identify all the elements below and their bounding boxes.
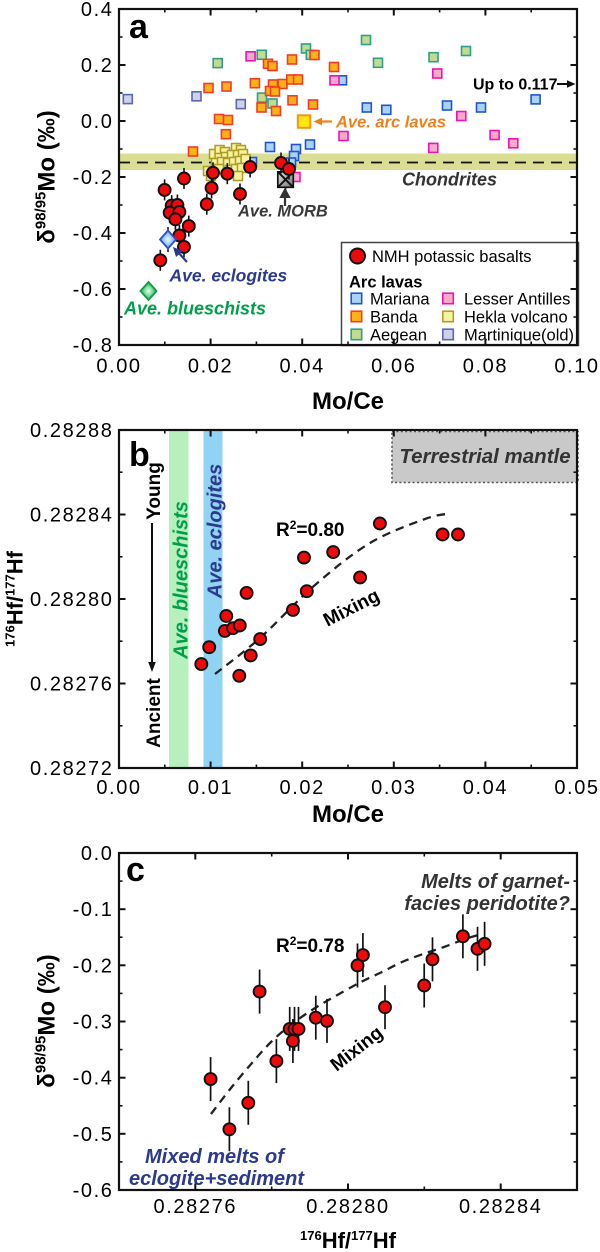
svg-text:Ancient: Ancient [144,677,165,747]
svg-text:a: a [129,8,149,46]
svg-text:Banda: Banda [370,309,419,327]
svg-text:0.06: 0.06 [371,356,416,378]
svg-text:Ave. eclogites: Ave. eclogites [169,266,288,286]
svg-text:Ave. arc lavas: Ave. arc lavas [335,114,446,132]
svg-text:R2=0.78: R2=0.78 [276,934,345,957]
svg-text:0.04: 0.04 [463,777,508,799]
svg-text:0.28288: 0.28288 [30,420,114,442]
svg-text:-0.4: -0.4 [73,1068,114,1090]
svg-text:Mariana: Mariana [370,291,430,309]
svg-text:-0.8: -0.8 [73,335,114,357]
svg-text:c: c [126,851,145,889]
svg-text:Chondrites: Chondrites [402,170,497,190]
svg-text:Terrestrial mantle: Terrestrial mantle [399,445,570,468]
svg-text:0.28280: 0.28280 [306,1196,390,1218]
svg-text:Mixed melts of: Mixed melts of [145,1146,286,1168]
svg-text:facies peridotite?: facies peridotite? [404,893,570,915]
svg-text:0.28280: 0.28280 [30,589,114,611]
svg-text:Lesser Antilles: Lesser Antilles [464,291,570,309]
svg-text:Mo/Ce: Mo/Ce [312,388,384,415]
svg-text:0.10: 0.10 [554,356,599,378]
svg-text:176Hf/177Hf: 176Hf/177Hf [3,550,28,647]
svg-text:-0.2: -0.2 [73,167,114,189]
svg-text:Young: Young [144,462,165,520]
svg-text:Hekla volcano: Hekla volcano [464,309,568,327]
svg-text:Ave. eclogites: Ave. eclogites [205,464,227,600]
svg-text:δ98/95Mo (‰): δ98/95Mo (‰) [33,110,61,243]
svg-text:0.0: 0.0 [81,843,114,865]
svg-text:Ave. MORB: Ave. MORB [237,203,328,221]
svg-text:Martinique(old): Martinique(old) [464,327,574,345]
svg-text:0.02: 0.02 [188,356,233,378]
svg-text:0.4: 0.4 [81,0,114,21]
svg-text:-0.6: -0.6 [73,279,114,301]
svg-text:0.08: 0.08 [463,356,508,378]
svg-text:176Hf/177Hf: 176Hf/177Hf [300,1228,397,1252]
svg-text:-0.4: -0.4 [73,223,114,245]
svg-text:0.00: 0.00 [96,356,141,378]
svg-text:0.01: 0.01 [188,777,233,799]
svg-text:0.02: 0.02 [280,777,325,799]
svg-text:0.28276: 0.28276 [154,1196,238,1218]
svg-text:0.2: 0.2 [81,55,114,77]
svg-text:0.0: 0.0 [81,111,114,133]
svg-text:NMH potassic basalts: NMH potassic basalts [372,248,532,266]
svg-text:0.05: 0.05 [554,777,599,799]
svg-text:R2=0.80: R2=0.80 [276,518,345,541]
svg-text:0.04: 0.04 [280,356,325,378]
svg-text:0.28276: 0.28276 [30,674,114,696]
svg-text:eclogite+sediment: eclogite+sediment [129,1168,305,1190]
svg-text:δ98/95Mo (‰): δ98/95Mo (‰) [33,954,61,1087]
svg-text:Arc lavas: Arc lavas [349,274,422,292]
svg-text:0.28284: 0.28284 [30,505,114,527]
svg-text:Up to 0.117: Up to 0.117 [473,77,558,94]
svg-text:-0.5: -0.5 [73,1124,114,1146]
svg-text:0.28284: 0.28284 [459,1196,543,1218]
svg-text:-0.3: -0.3 [73,1012,114,1034]
svg-text:Mo/Ce: Mo/Ce [312,801,384,828]
svg-text:0.00: 0.00 [96,777,141,799]
svg-text:-0.6: -0.6 [73,1180,114,1202]
svg-text:Aegean: Aegean [370,327,427,345]
svg-text:Ave. blueschists: Ave. blueschists [171,501,193,660]
svg-text:Ave. blueschists: Ave. blueschists [123,299,266,319]
svg-text:-0.2: -0.2 [73,955,114,977]
svg-text:b: b [129,436,150,474]
svg-text:Melts of garnet-: Melts of garnet- [421,871,570,893]
svg-text:-0.1: -0.1 [73,899,114,921]
svg-text:0.03: 0.03 [371,777,416,799]
svg-text:0.28272: 0.28272 [30,758,114,780]
